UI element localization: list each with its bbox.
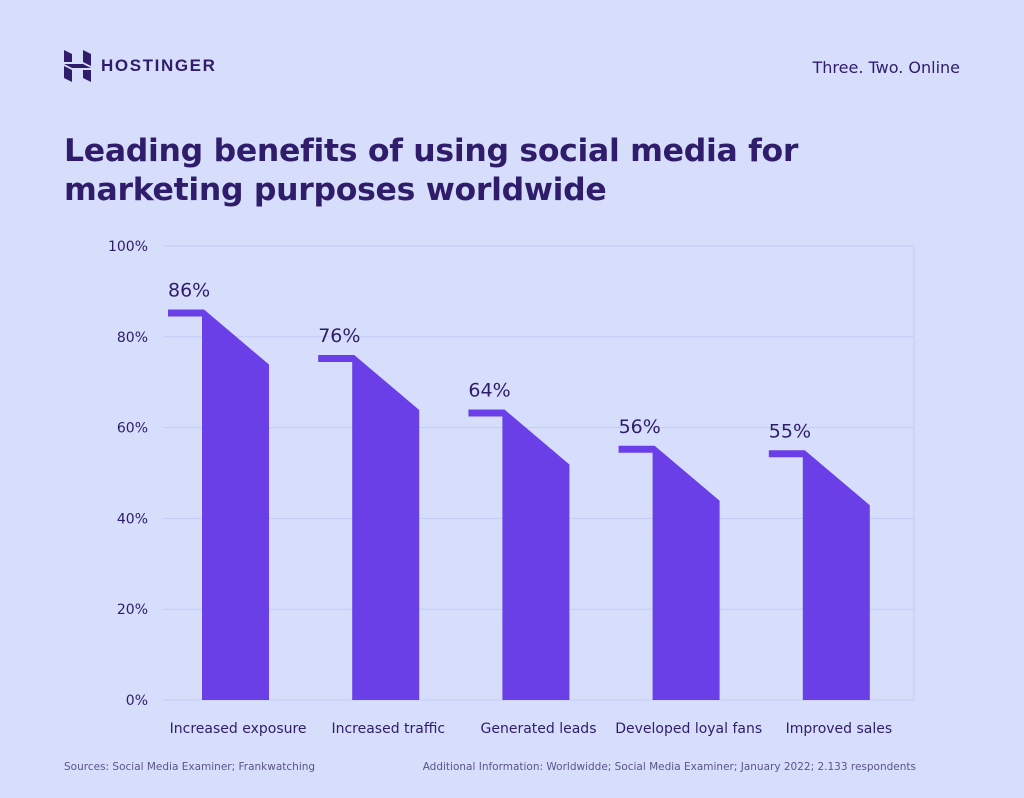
- y-tick-label: 40%: [117, 511, 148, 527]
- y-tick-label: 100%: [108, 239, 148, 255]
- y-axis: 0% 20% 40% 60% 80% 100%: [108, 239, 148, 709]
- bars: 86% 76% 64% 56% 55%: [168, 280, 870, 700]
- bar-value-label: 55%: [769, 420, 811, 442]
- bar: [768, 450, 870, 700]
- x-tick-label: Improved sales: [786, 721, 893, 737]
- y-tick-label: 80%: [117, 330, 148, 346]
- y-tick-label: 20%: [117, 602, 148, 618]
- additional-info-note: Additional Information: Worldwidde; Soci…: [422, 761, 916, 773]
- brand-logo[interactable]: HOSTINGER: [64, 50, 216, 82]
- bar-value-label: 56%: [619, 416, 661, 438]
- sources-note: Sources: Social Media Examiner; Frankwat…: [64, 761, 316, 773]
- x-tick-label: Increased traffic: [331, 721, 445, 737]
- y-tick-label: 60%: [117, 421, 148, 437]
- bar: [618, 445, 720, 700]
- hostinger-logo-icon: [64, 50, 91, 82]
- x-tick-label: Increased exposure: [170, 721, 307, 737]
- header: HOSTINGER Three. Two. Online: [64, 50, 960, 84]
- chart-title: Leading benefits of using social media f…: [64, 133, 799, 208]
- bar: [168, 309, 269, 700]
- bar-value-label: 64%: [468, 379, 510, 401]
- brand-name: HOSTINGER: [101, 56, 217, 75]
- bar-value-label: 76%: [318, 325, 360, 347]
- bar: [468, 409, 570, 700]
- bar: [318, 354, 420, 700]
- brand-tagline: Three. Two. Online: [812, 58, 961, 77]
- y-tick-label: 0%: [126, 693, 148, 709]
- bar-value-label: 86%: [168, 280, 210, 302]
- x-axis: Increased exposure Increased traffic Gener…: [170, 721, 893, 737]
- x-tick-label: Generated leads: [481, 721, 597, 737]
- x-tick-label: Developed loyal fans: [615, 721, 762, 737]
